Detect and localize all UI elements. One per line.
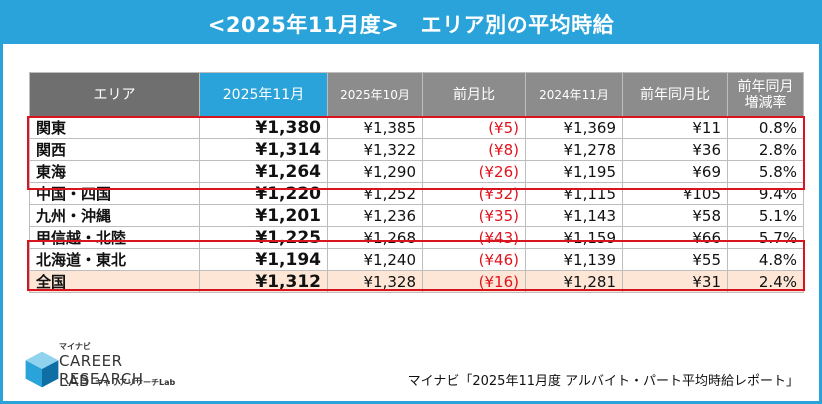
cell-current: ¥1,220 xyxy=(199,182,328,205)
cell-yoy-diff: ¥36 xyxy=(622,138,728,161)
column-header-prev-month: 2025年10月 xyxy=(327,72,423,117)
table-row: 東海 ¥1,264 ¥1,290 (¥26) ¥1,195 ¥69 5.8% xyxy=(29,160,804,183)
cell-region: 関西 xyxy=(29,138,200,161)
cell-yoy-rate: 0.8% xyxy=(727,116,804,139)
cell-mom-diff: (¥35) xyxy=(422,204,526,227)
cell-yoy-rate: 2.4% xyxy=(727,270,804,293)
cell-region: 関東 xyxy=(29,116,200,139)
cell-yoy-rate: 9.4% xyxy=(727,182,804,205)
cell-prev-year: ¥1,281 xyxy=(525,270,623,293)
cell-prev-year: ¥1,369 xyxy=(525,116,623,139)
cell-yoy-diff: ¥58 xyxy=(622,204,728,227)
table-row: 中国・四国 ¥1,220 ¥1,252 (¥32) ¥1,115 ¥105 9.4% xyxy=(29,182,804,205)
cell-mom-diff: (¥5) xyxy=(422,116,526,139)
cell-current: ¥1,312 xyxy=(199,270,328,293)
logo-line2-sub: キャリアリサーチLab xyxy=(95,378,176,387)
cell-prev-year: ¥1,139 xyxy=(525,248,623,271)
table-row: 九州・沖縄 ¥1,201 ¥1,236 (¥35) ¥1,143 ¥58 5.1% xyxy=(29,204,804,227)
cell-region: 九州・沖縄 xyxy=(29,204,200,227)
column-header-mom-diff: 前月比 xyxy=(422,72,526,117)
cell-prev-month: ¥1,385 xyxy=(327,116,423,139)
cell-yoy-rate: 4.8% xyxy=(727,248,804,271)
cell-current: ¥1,314 xyxy=(199,138,328,161)
cell-mom-diff: (¥16) xyxy=(422,270,526,293)
table-row: 関西 ¥1,314 ¥1,322 (¥8) ¥1,278 ¥36 2.8% xyxy=(29,138,804,161)
cell-prev-month: ¥1,252 xyxy=(327,182,423,205)
table-row: 甲信越・北陸 ¥1,225 ¥1,268 (¥43) ¥1,159 ¥66 5.7% xyxy=(29,226,804,249)
source-citation: マイナビ「2025年11月度 アルバイト・パート平均時給レポート」 xyxy=(407,374,799,389)
column-header-prev-year: 2024年11月 xyxy=(525,72,623,117)
cell-mom-diff: (¥32) xyxy=(422,182,526,205)
cell-region: 中国・四国 xyxy=(29,182,200,205)
cell-yoy-diff: ¥11 xyxy=(622,116,728,139)
cell-current: ¥1,194 xyxy=(199,248,328,271)
cell-region: 全国 xyxy=(29,270,200,293)
cell-yoy-diff: ¥69 xyxy=(622,160,728,183)
cell-prev-year: ¥1,278 xyxy=(525,138,623,161)
table-row: 北海道・東北 ¥1,194 ¥1,240 (¥46) ¥1,139 ¥55 4.8% xyxy=(29,248,804,271)
cell-mom-diff: (¥46) xyxy=(422,248,526,271)
cell-yoy-rate: 2.8% xyxy=(727,138,804,161)
cell-yoy-diff: ¥55 xyxy=(622,248,728,271)
cell-yoy-rate: 5.8% xyxy=(727,160,804,183)
cell-prev-year: ¥1,195 xyxy=(525,160,623,183)
table-header-row: エリア 2025年11月 2025年10月 前月比 2024年11月 前年同月比… xyxy=(29,72,804,117)
cell-prev-month: ¥1,268 xyxy=(327,226,423,249)
yoy-rate-header-line1: 前年同月 xyxy=(737,78,794,95)
cell-yoy-rate: 5.1% xyxy=(727,204,804,227)
logo-brand-small: マイナビ xyxy=(59,342,91,351)
cell-yoy-rate: 5.7% xyxy=(727,226,804,249)
table-row-national: 全国 ¥1,312 ¥1,328 (¥16) ¥1,281 ¥31 2.4% xyxy=(29,270,804,293)
cell-yoy-diff: ¥105 xyxy=(622,182,728,205)
table-row: 関東 ¥1,380 ¥1,385 (¥5) ¥1,369 ¥11 0.8% xyxy=(29,116,804,139)
cell-prev-month: ¥1,240 xyxy=(327,248,423,271)
cell-mom-diff: (¥26) xyxy=(422,160,526,183)
cell-region: 北海道・東北 xyxy=(29,248,200,271)
cube-logo-icon xyxy=(24,350,60,389)
cell-current: ¥1,225 xyxy=(199,226,328,249)
cell-current: ¥1,264 xyxy=(199,160,328,183)
column-header-region: エリア xyxy=(29,72,200,117)
logo-line2: LAB xyxy=(59,372,90,390)
cell-current: ¥1,380 xyxy=(199,116,328,139)
page-title: <2025年11月度> エリア別の平均時給 xyxy=(3,3,819,44)
cell-yoy-diff: ¥31 xyxy=(622,270,728,293)
column-header-current: 2025年11月 xyxy=(199,72,328,117)
cell-yoy-diff: ¥66 xyxy=(622,226,728,249)
cell-prev-month: ¥1,236 xyxy=(327,204,423,227)
career-research-lab-logo: マイナビ CAREER RESEARCH LAB キャリアリサーチLab xyxy=(21,341,211,397)
cell-prev-year: ¥1,115 xyxy=(525,182,623,205)
cell-region: 東海 xyxy=(29,160,200,183)
column-header-yoy-rate: 前年同月 増減率 xyxy=(727,72,804,117)
cell-prev-month: ¥1,328 xyxy=(327,270,423,293)
cell-mom-diff: (¥43) xyxy=(422,226,526,249)
logo-line1: CAREER RESEARCH xyxy=(59,352,144,388)
cell-current: ¥1,201 xyxy=(199,204,328,227)
cell-prev-month: ¥1,322 xyxy=(327,138,423,161)
yoy-rate-header-line2: 増減率 xyxy=(744,94,787,111)
cell-prev-year: ¥1,159 xyxy=(525,226,623,249)
cell-prev-month: ¥1,290 xyxy=(327,160,423,183)
hourly-wage-table: エリア 2025年11月 2025年10月 前月比 2024年11月 前年同月比… xyxy=(29,72,804,293)
cell-region: 甲信越・北陸 xyxy=(29,226,200,249)
cell-mom-diff: (¥8) xyxy=(422,138,526,161)
cell-prev-year: ¥1,143 xyxy=(525,204,623,227)
column-header-yoy-diff: 前年同月比 xyxy=(622,72,728,117)
